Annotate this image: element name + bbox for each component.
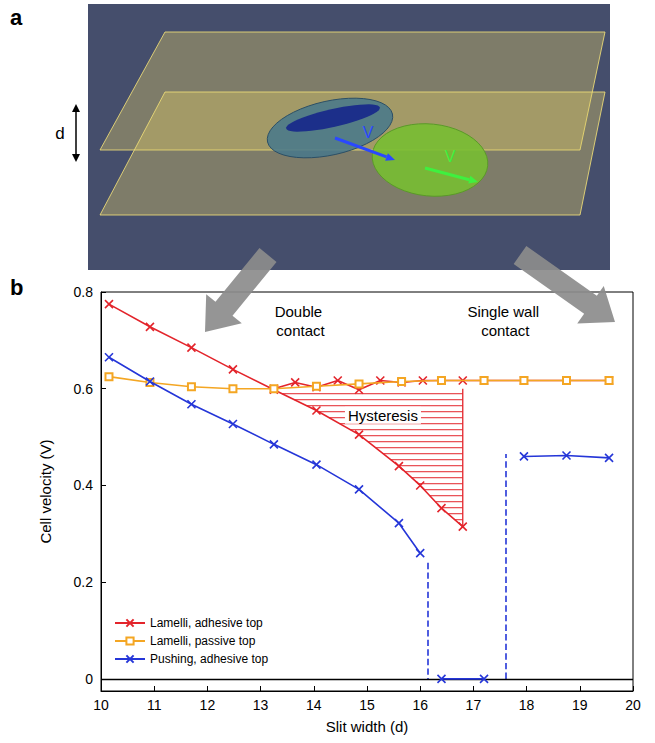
svg-text:0.4: 0.4 <box>74 477 94 493</box>
svg-text:Slit width (d): Slit width (d) <box>326 718 409 735</box>
svg-text:a: a <box>10 5 23 30</box>
svg-text:Lamelli, passive top: Lamelli, passive top <box>150 634 256 648</box>
svg-text:0: 0 <box>85 671 93 687</box>
svg-text:d: d <box>55 124 64 143</box>
svg-text:0.8: 0.8 <box>74 284 94 300</box>
svg-text:Lamelli, adhesive top: Lamelli, adhesive top <box>150 616 263 630</box>
svg-text:19: 19 <box>572 697 588 713</box>
svg-text:contact: contact <box>481 322 530 339</box>
svg-text:Hysteresis: Hysteresis <box>348 407 418 424</box>
svg-text:Single wall: Single wall <box>467 303 543 320</box>
svg-text:20: 20 <box>625 697 641 713</box>
svg-text:10: 10 <box>93 697 109 713</box>
svg-text:17: 17 <box>466 697 482 713</box>
svg-text:18: 18 <box>519 697 535 713</box>
svg-text:15: 15 <box>359 697 375 713</box>
svg-text:0.6: 0.6 <box>74 381 94 397</box>
svg-text:Cell velocity (V): Cell velocity (V) <box>37 439 54 543</box>
svg-text:V: V <box>363 124 374 141</box>
svg-text:b: b <box>10 275 23 300</box>
svg-text:14: 14 <box>306 697 322 713</box>
svg-text:Double: Double <box>275 303 327 320</box>
svg-text:0.2: 0.2 <box>74 574 94 590</box>
svg-text:V: V <box>445 148 456 165</box>
svg-text:contact: contact <box>276 322 325 339</box>
svg-text:16: 16 <box>412 697 428 713</box>
svg-text:11: 11 <box>147 697 162 713</box>
svg-text:Pushing, adhesive top: Pushing, adhesive top <box>150 652 268 666</box>
svg-text:12: 12 <box>200 697 216 713</box>
svg-text:13: 13 <box>253 697 269 713</box>
